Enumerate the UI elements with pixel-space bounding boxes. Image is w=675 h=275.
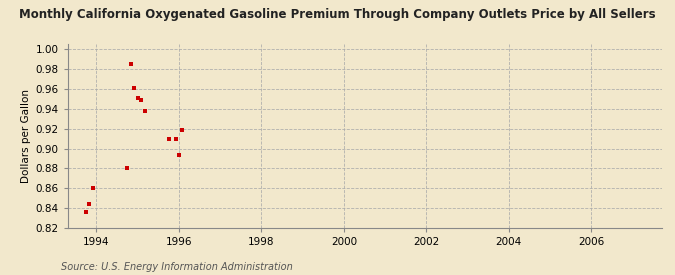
Point	[173, 152, 184, 157]
Point	[139, 109, 150, 113]
Point	[88, 186, 99, 191]
Point	[132, 96, 143, 100]
Point	[136, 98, 146, 102]
Point	[84, 202, 95, 207]
Point	[122, 166, 133, 171]
Point	[126, 62, 136, 66]
Point	[81, 210, 92, 214]
Point	[177, 127, 188, 132]
Point	[163, 136, 174, 141]
Text: Source: U.S. Energy Information Administration: Source: U.S. Energy Information Administ…	[61, 262, 292, 272]
Text: Monthly California Oxygenated Gasoline Premium Through Company Outlets Price by : Monthly California Oxygenated Gasoline P…	[19, 8, 656, 21]
Point	[170, 136, 181, 141]
Y-axis label: Dollars per Gallon: Dollars per Gallon	[21, 89, 31, 183]
Point	[129, 86, 140, 90]
